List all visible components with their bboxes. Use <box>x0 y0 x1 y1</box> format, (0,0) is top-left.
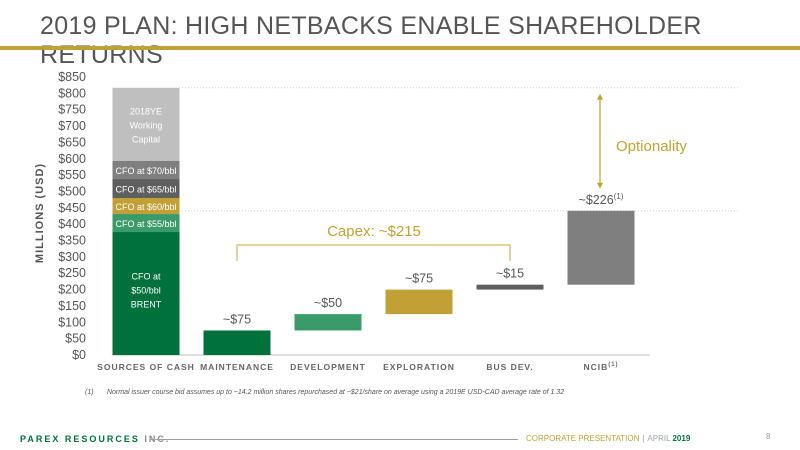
bar-value-label: ~$226(1) <box>579 192 624 207</box>
y-tick-label: $300 <box>58 250 86 264</box>
stack-segment-label: Working <box>130 120 163 130</box>
waterfall-bar <box>294 314 362 331</box>
stack-segment <box>112 160 180 180</box>
stack-segment-label: CFO at $55/bbl <box>115 219 176 229</box>
y-tick-label: $500 <box>58 184 86 198</box>
y-tick-label: $250 <box>58 266 86 280</box>
stack-segment-label: CFO at $65/bbl <box>115 185 176 195</box>
stack-segment <box>112 214 180 233</box>
stack-segment-label: Capital <box>132 134 160 144</box>
y-tick-label: $750 <box>58 103 86 117</box>
presentation-name: CORPORATE PRESENTATION <box>526 434 640 443</box>
y-tick-label: $600 <box>58 152 86 166</box>
cash-sources-uses-chart: MILLIONS (USD) $0 $50 $100 $150 $200 $250 $300 $… <box>34 70 740 372</box>
y-tick-label: $450 <box>58 201 86 215</box>
stack-segment-label: $50/bbl <box>131 286 161 296</box>
y-tick-label: $800 <box>58 86 86 100</box>
stack-segment <box>112 179 180 199</box>
footnote-number: (1) <box>85 389 94 396</box>
optionality-label: Optionality <box>616 138 687 155</box>
x-category-label: BUS DEV. <box>486 362 533 372</box>
company-brand: PAREX RESOURCES <box>20 434 140 444</box>
y-axis-title: MILLIONS (USD) <box>34 163 46 263</box>
y-tick-label: $650 <box>58 135 86 149</box>
bar-value-label: ~$50 <box>314 296 342 310</box>
y-tick-label: $100 <box>58 315 86 329</box>
x-category-label: DEVELOPMENT <box>290 362 366 372</box>
stack-segment-label: 2018YE <box>130 106 162 116</box>
slide-title: 2019 PLAN: HIGH NETBACKS ENABLE SHAREHOL… <box>40 12 702 69</box>
bar-value-label: ~$15 <box>496 267 524 281</box>
footer-presentation: CORPORATE PRESENTATION | APRIL 2019 <box>526 434 690 443</box>
ncib-superscript: (1) <box>608 362 618 368</box>
footer-year: 2019 <box>672 434 691 443</box>
stack-segment-label: BRENT <box>131 300 162 310</box>
capex-label: Capex: ~$215 <box>327 223 421 240</box>
y-tick-label: $400 <box>58 217 86 231</box>
y-tick-label: $0 <box>72 348 86 362</box>
waterfall-bar <box>385 289 453 315</box>
waterfall-bar <box>203 330 271 355</box>
y-tick-label: $50 <box>65 332 86 346</box>
bar-value-label: ~$75 <box>405 272 433 286</box>
stack-segment-label: CFO at <box>131 272 161 282</box>
y-tick-label: $850 <box>58 70 86 84</box>
footer-month: APRIL <box>647 434 671 443</box>
x-category-label: MAINTENANCE <box>200 362 274 372</box>
x-category-label: SOURCES OF CASH <box>97 362 195 372</box>
y-tick-label: $200 <box>58 283 86 297</box>
footer-separator: | <box>642 434 645 443</box>
y-tick-label: $550 <box>58 168 86 182</box>
page-number: 8 <box>766 432 771 441</box>
y-tick-label: $150 <box>58 299 86 313</box>
stack-segment <box>112 87 180 161</box>
stack-segment-label: CFO at $60/bbl <box>115 202 176 212</box>
bar-value-superscript: (1) <box>614 192 624 201</box>
bar-value-label: ~$75 <box>223 312 251 326</box>
footnote-text: Normal issuer course bid assumes up to ~… <box>106 389 565 396</box>
waterfall-bar <box>567 210 635 285</box>
footnote: (1) Normal issuer course bid assumes up … <box>85 389 564 396</box>
arrow-down-icon <box>597 182 603 189</box>
title-rule <box>0 46 800 50</box>
stack-segment <box>112 198 180 215</box>
stack-segment <box>112 232 180 355</box>
footer-rule <box>150 439 518 440</box>
x-category-label: EXPLORATION <box>383 362 455 372</box>
y-tick-label: $700 <box>58 119 86 133</box>
stack-segment-label: CFO at $70/bbl <box>115 166 176 176</box>
capex-bracket <box>236 244 511 261</box>
y-tick-label: $350 <box>58 234 86 248</box>
waterfall-bar <box>476 284 544 290</box>
arrow-up-icon <box>597 93 603 100</box>
x-category-label: NCIB(1) <box>583 362 618 372</box>
company-logo-text: PAREX RESOURCES INC. <box>20 434 170 444</box>
